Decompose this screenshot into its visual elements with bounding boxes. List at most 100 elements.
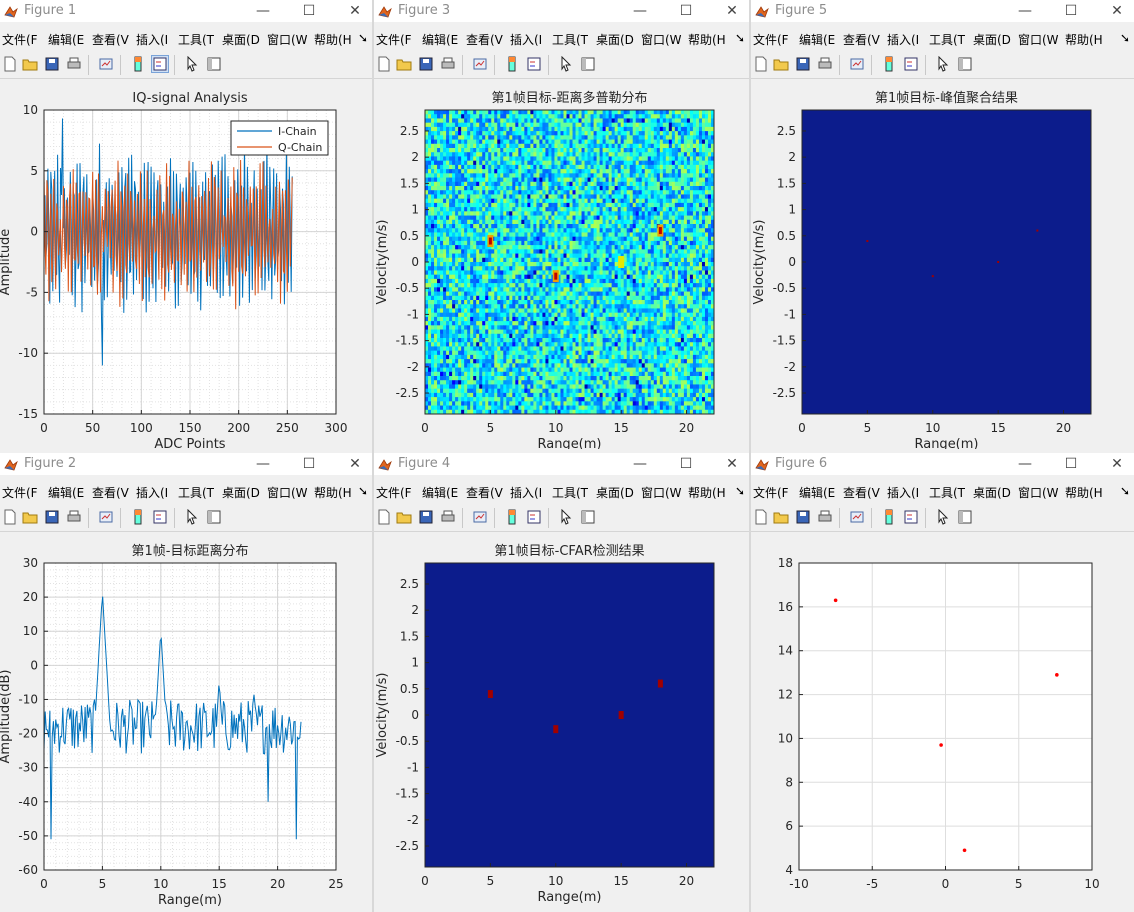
open-folder-icon[interactable]	[396, 56, 412, 72]
menu-item[interactable]: 窗口(W	[1018, 486, 1059, 500]
title-bar[interactable]: Figure 6 — ☐ ✕	[751, 453, 1134, 475]
colorbar-icon[interactable]	[881, 56, 897, 72]
open-folder-icon[interactable]	[22, 509, 38, 525]
legend-icon[interactable]	[903, 509, 919, 525]
new-file-icon[interactable]	[2, 56, 18, 72]
menu-item[interactable]: 工具(T	[552, 33, 589, 47]
maximize-button[interactable]: ☐	[1064, 3, 1078, 19]
menu-item[interactable]: 桌面(D	[222, 486, 260, 500]
minimize-button[interactable]: —	[633, 456, 647, 472]
figure-window-fig3[interactable]: Figure 3 — ☐ ✕ 文件(F 编辑(E 查看(V 插入(I 工具(T 桌面(D 窗口(W 帮…	[374, 0, 749, 449]
menu-item[interactable]: 桌面(D	[596, 33, 634, 47]
save-icon[interactable]	[44, 509, 60, 525]
link-plot-icon[interactable]	[98, 56, 114, 72]
menu-item[interactable]: 桌面(D	[596, 486, 634, 500]
minimize-button[interactable]: —	[633, 3, 647, 19]
close-button[interactable]: ✕	[1111, 456, 1123, 472]
menu-item[interactable]: 查看(V	[466, 33, 503, 47]
colorbar-icon[interactable]	[881, 509, 897, 525]
menu-overflow-icon[interactable]: ➘	[735, 484, 746, 498]
new-file-icon[interactable]	[2, 509, 18, 525]
property-inspector-icon[interactable]	[580, 56, 596, 72]
menu-item[interactable]: 文件(F	[753, 486, 789, 500]
menu-item[interactable]: 工具(T	[178, 486, 215, 500]
menu-item[interactable]: 插入(I	[136, 33, 169, 47]
pointer-icon[interactable]	[935, 55, 951, 72]
pointer-icon[interactable]	[184, 55, 200, 72]
minimize-button[interactable]: —	[1018, 3, 1032, 19]
figure-window-fig6[interactable]: Figure 6 — ☐ ✕ 文件(F 编辑(E 查看(V 插入(I 工具(T 桌面(D 窗口(W 帮…	[751, 453, 1134, 912]
figure-canvas[interactable]: 0 5 10 15 20 2.5 2 1.5 1 0.5 0 -0.5 -1 -1.5 -2 -2.5 第1帧目…	[751, 79, 1134, 449]
link-plot-icon[interactable]	[472, 56, 488, 72]
save-icon[interactable]	[795, 509, 811, 525]
print-icon[interactable]	[66, 56, 82, 72]
menu-item[interactable]: 工具(T	[929, 486, 966, 500]
property-inspector-icon[interactable]	[206, 509, 222, 525]
menu-item[interactable]: 工具(T	[178, 33, 215, 47]
new-file-icon[interactable]	[753, 509, 769, 525]
title-bar[interactable]: Figure 1 — ☐ ✕	[0, 0, 372, 22]
maximize-button[interactable]: ☐	[679, 456, 693, 472]
open-folder-icon[interactable]	[22, 56, 38, 72]
menu-item[interactable]: 查看(V	[92, 486, 129, 500]
save-icon[interactable]	[418, 509, 434, 525]
title-bar[interactable]: Figure 2 — ☐ ✕	[0, 453, 372, 475]
colorbar-icon[interactable]	[130, 56, 146, 72]
legend-icon[interactable]	[903, 56, 919, 72]
menu-item[interactable]: 帮助(H	[1065, 33, 1103, 47]
menu-overflow-icon[interactable]: ➘	[358, 484, 369, 498]
colorbar-icon[interactable]	[504, 56, 520, 72]
close-button[interactable]: ✕	[349, 3, 361, 19]
property-inspector-icon[interactable]	[580, 509, 596, 525]
pointer-icon[interactable]	[184, 508, 200, 525]
menu-item[interactable]: 帮助(H	[688, 33, 726, 47]
menu-item[interactable]: 插入(I	[887, 33, 920, 47]
menu-item[interactable]: 文件(F	[753, 33, 789, 47]
figure-window-fig5[interactable]: Figure 5 — ☐ ✕ 文件(F 编辑(E 查看(V 插入(I 工具(T 桌面(D 窗口(W 帮…	[751, 0, 1134, 449]
print-icon[interactable]	[817, 509, 833, 525]
menu-item[interactable]: 文件(F	[2, 33, 38, 47]
minimize-button[interactable]: —	[256, 3, 270, 19]
axes-svg[interactable]: 0 5 10 15 20 2.5 2 1.5 1 0.5 0 -0.5 -1 -1.5 -2 -2.5 第1帧目…	[751, 79, 1134, 449]
link-plot-icon[interactable]	[98, 509, 114, 525]
property-inspector-icon[interactable]	[957, 56, 973, 72]
figure-window-fig2[interactable]: Figure 2 — ☐ ✕ 文件(F 编辑(E 查看(V 插入(I 工具(T 桌面(D 窗口(W 帮…	[0, 453, 372, 912]
menu-item[interactable]: 桌面(D	[973, 33, 1011, 47]
print-icon[interactable]	[440, 56, 456, 72]
legend-icon[interactable]	[526, 509, 542, 525]
menu-item[interactable]: 编辑(E	[422, 486, 459, 500]
minimize-button[interactable]: —	[256, 456, 270, 472]
open-folder-icon[interactable]	[773, 56, 789, 72]
menu-item[interactable]: 编辑(E	[799, 33, 836, 47]
menu-item[interactable]: 帮助(H	[314, 486, 352, 500]
minimize-button[interactable]: —	[1018, 456, 1032, 472]
menu-overflow-icon[interactable]: ➘	[1120, 484, 1131, 498]
menu-item[interactable]: 桌面(D	[222, 33, 260, 47]
menu-item[interactable]: 编辑(E	[799, 486, 836, 500]
link-plot-icon[interactable]	[849, 56, 865, 72]
legend-icon[interactable]	[526, 56, 542, 72]
print-icon[interactable]	[66, 509, 82, 525]
print-icon[interactable]	[817, 56, 833, 72]
pointer-icon[interactable]	[558, 508, 574, 525]
property-inspector-icon[interactable]	[957, 509, 973, 525]
axes-svg[interactable]: 0 5 10 15 20 25 30 20 10 0 -10 -20 -30 -40 -50 -60 第1帧-目…	[0, 532, 372, 912]
menu-item[interactable]: 编辑(E	[48, 33, 85, 47]
figure-canvas[interactable]: 0 5 10 15 20 2.5 2 1.5 1 0.5 0 -0.5 -1 -1.5 -2 -2.5 第1帧目…	[374, 79, 749, 449]
pointer-icon[interactable]	[558, 55, 574, 72]
print-icon[interactable]	[440, 509, 456, 525]
menu-item[interactable]: 编辑(E	[48, 486, 85, 500]
menu-item[interactable]: 文件(F	[2, 486, 38, 500]
menu-item[interactable]: 查看(V	[843, 33, 880, 47]
menu-item[interactable]: 窗口(W	[267, 486, 308, 500]
save-icon[interactable]	[418, 56, 434, 72]
close-button[interactable]: ✕	[349, 456, 361, 472]
maximize-button[interactable]: ☐	[1064, 456, 1078, 472]
menu-item[interactable]: 桌面(D	[973, 486, 1011, 500]
save-icon[interactable]	[44, 56, 60, 72]
menu-item[interactable]: 窗口(W	[267, 33, 308, 47]
menu-overflow-icon[interactable]: ➘	[358, 31, 369, 45]
title-bar[interactable]: Figure 3 — ☐ ✕	[374, 0, 749, 22]
menu-item[interactable]: 插入(I	[887, 486, 920, 500]
